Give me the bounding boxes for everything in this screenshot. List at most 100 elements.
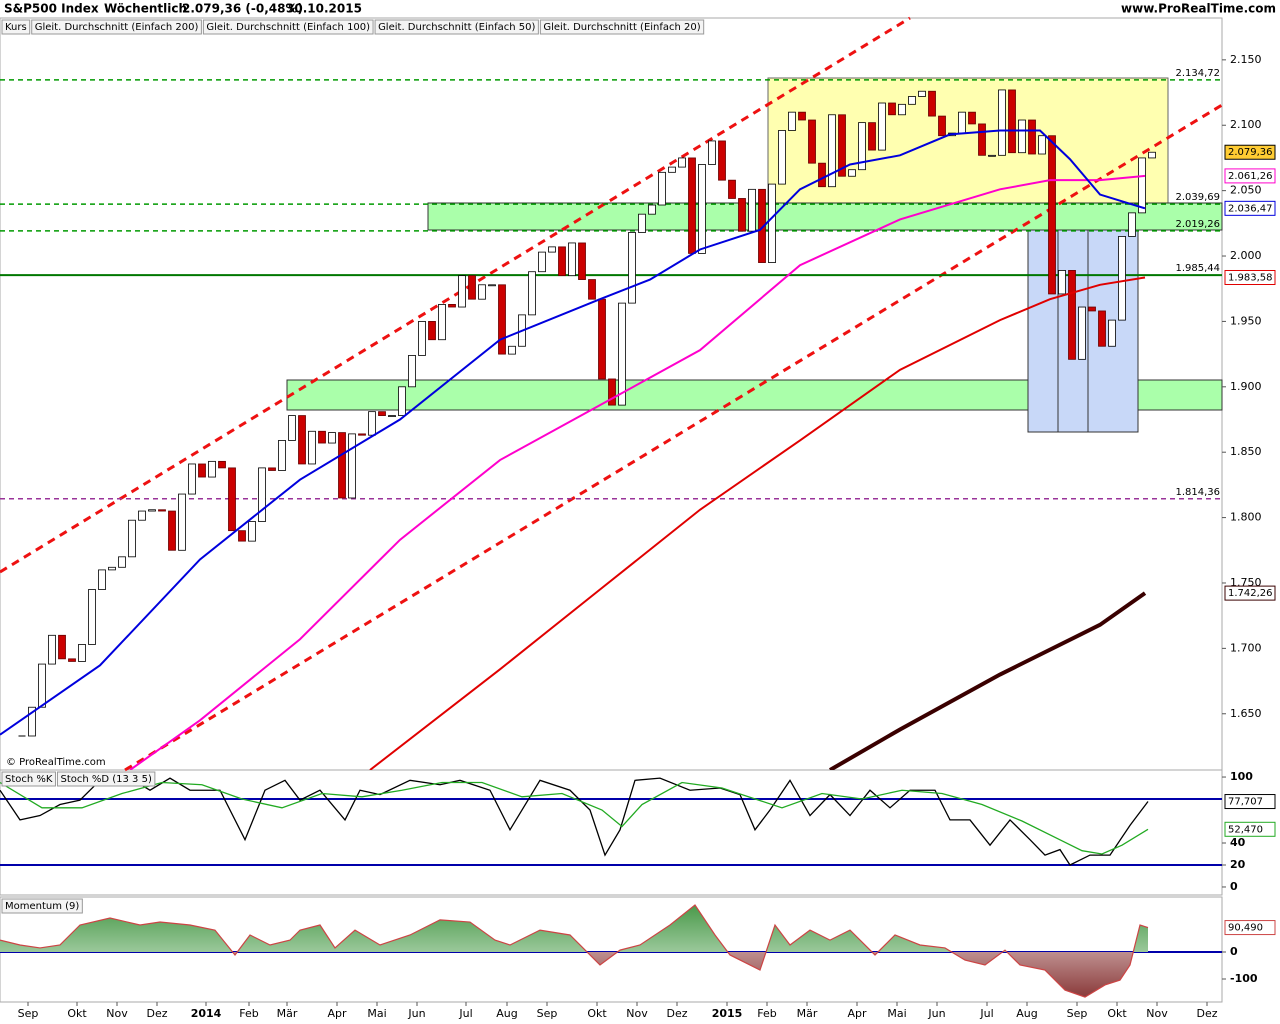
x-tick-label: Feb [757, 1007, 776, 1020]
candle [1138, 157, 1146, 214]
x-tick-label: Sep [18, 1007, 39, 1020]
moving-average [369, 276, 1146, 770]
x-tick-label: Feb [239, 1007, 258, 1020]
candle [228, 467, 236, 532]
candle [1068, 270, 1076, 360]
candle [288, 415, 296, 441]
price-label: 2.036,47 [1228, 203, 1273, 214]
candle [898, 103, 906, 116]
candle [188, 463, 196, 495]
candle [558, 246, 566, 277]
y-tick-label: 1.650 [1230, 707, 1262, 720]
candle [198, 463, 206, 478]
trend-lines [0, 16, 1223, 772]
candle [78, 644, 86, 662]
candle [388, 415, 396, 417]
y-tick-label: 0 [1230, 945, 1238, 958]
legend-entry: Gleit. Durchschnitt (Einfach 50) [378, 22, 535, 33]
x-tick-label: Sep [537, 1007, 558, 1020]
candle [298, 415, 306, 465]
legend-box [1, 898, 83, 914]
price-label: 2.061,26 [1228, 171, 1273, 182]
price-label-box [1224, 144, 1276, 160]
candle [328, 432, 336, 444]
legend-box [202, 19, 374, 35]
candle [338, 432, 346, 499]
candle [308, 430, 316, 465]
candle [278, 440, 286, 471]
legend-box [374, 19, 539, 35]
legend-entry: Stoch %K [5, 774, 53, 785]
candle [728, 179, 736, 199]
candle [1128, 212, 1136, 237]
candle [588, 279, 596, 300]
candle [58, 634, 66, 660]
y-tick-label: 100 [1230, 770, 1253, 783]
candle [668, 166, 676, 173]
level-label: 2.019,26 [1175, 219, 1220, 230]
candle [108, 566, 116, 571]
x-tick-label: Mär [797, 1007, 818, 1020]
candle [168, 510, 176, 551]
candle [448, 304, 456, 308]
level-label: 2.134,72 [1175, 68, 1220, 79]
candle [868, 122, 876, 151]
candle [1038, 135, 1046, 155]
x-tick-label: Dez [1196, 1007, 1217, 1020]
candle [678, 157, 686, 168]
watermark: © ProRealTime.com [6, 757, 106, 768]
legend-entry: Gleit. Durchschnitt (Einfach 200) [35, 22, 199, 33]
candle [458, 275, 466, 308]
price-label: 52,470 [1228, 824, 1263, 835]
candle [608, 378, 616, 406]
candle [428, 321, 436, 341]
candle [758, 188, 766, 263]
channel-line [0, 16, 911, 574]
moving-average [0, 129, 1146, 736]
price-label: 77,707 [1228, 797, 1263, 808]
candle [638, 213, 646, 233]
candle [1098, 310, 1106, 347]
x-tick-label: Nov [626, 1007, 648, 1020]
zones [286, 77, 1223, 433]
period: Wöchentlich [104, 2, 187, 16]
legend-box [539, 19, 705, 35]
price-label: 2.079,36 [1228, 147, 1273, 158]
range-box [767, 77, 1169, 204]
price-label-box [1224, 920, 1276, 936]
candle [468, 275, 476, 300]
x-tick-label: Nov [106, 1007, 128, 1020]
indicator-line [0, 781, 1149, 855]
candle [1148, 151, 1156, 159]
candle [688, 157, 696, 254]
candle [778, 130, 786, 185]
price-label: 1.983,58 [1228, 272, 1273, 283]
candle [1088, 306, 1096, 312]
candle [848, 169, 856, 177]
candle [268, 467, 276, 471]
x-tick-label: Okt [587, 1007, 607, 1020]
candle [1118, 236, 1126, 321]
candle [768, 183, 776, 263]
candle [708, 140, 716, 165]
y-tick-label: 20 [1230, 858, 1246, 871]
x-tick-label: Mai [887, 1007, 906, 1020]
candle [908, 96, 916, 105]
site: www.ProRealTime.com [1121, 2, 1276, 16]
candle [148, 509, 156, 512]
x-tick-label: Jun [407, 1007, 425, 1020]
price-label: 1.742,26 [1228, 588, 1273, 599]
candle [578, 242, 586, 280]
indicator-line [0, 777, 1149, 866]
candle [238, 530, 246, 542]
candle [888, 102, 896, 116]
x-tick-label: Okt [67, 1007, 87, 1020]
x-tick-label: Dez [146, 1007, 167, 1020]
y-tick-label: 2.100 [1230, 118, 1262, 131]
price-label-box [1224, 269, 1276, 285]
candle [68, 658, 76, 662]
candle [698, 164, 706, 254]
legend-box [1, 19, 31, 35]
candle [1108, 319, 1116, 347]
